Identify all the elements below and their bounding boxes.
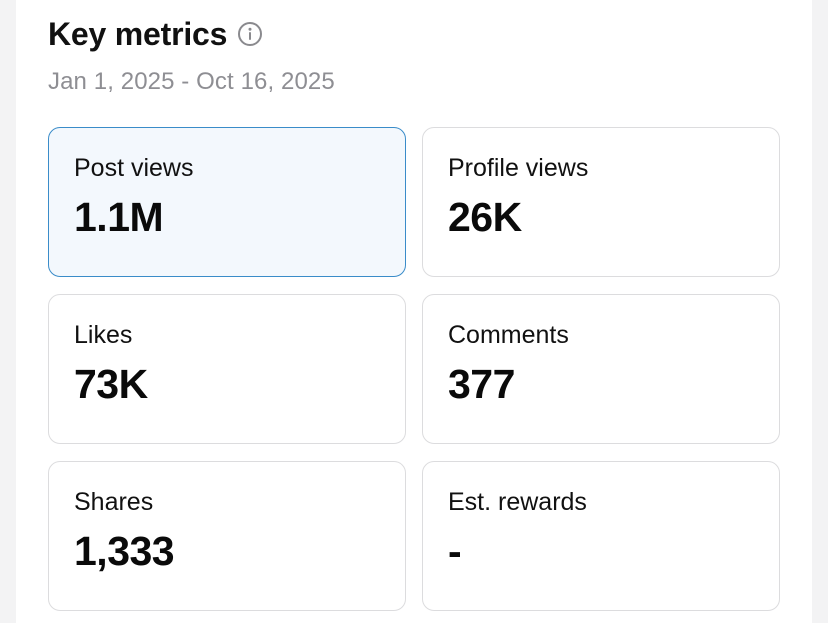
metric-card-profile-views[interactable]: Profile views 26K [422, 127, 780, 277]
metric-value: - [448, 528, 462, 574]
metric-label: Post views [74, 154, 194, 182]
metric-card-post-views[interactable]: Post views 1.1M [48, 127, 406, 277]
metric-label: Est. rewards [448, 488, 587, 516]
info-circle-icon-svg [238, 22, 263, 46]
metric-card-comments[interactable]: Comments 377 [422, 294, 780, 444]
title-row: Key metrics [48, 12, 788, 56]
page-title: Key metrics [48, 15, 228, 52]
metric-value: 73K [74, 361, 148, 407]
metric-label: Comments [448, 321, 569, 349]
metric-value: 377 [448, 361, 515, 407]
date-range: Jan 1, 2025 - Oct 16, 2025 [48, 68, 335, 95]
key-metrics-header: Key metrics Jan 1, 2025 - Oct 16, 2025 [48, 12, 788, 96]
key-metrics-panel: Key metrics Jan 1, 2025 - Oct 16, 2025 P… [16, 0, 812, 623]
metric-label: Shares [74, 488, 154, 516]
metric-value: 1,333 [74, 528, 175, 574]
metric-card-est-rewards[interactable]: Est. rewards - [422, 461, 780, 611]
metric-value: 1.1M [74, 194, 164, 240]
metric-card-likes[interactable]: Likes 73K [48, 294, 406, 444]
metric-label: Profile views [448, 154, 589, 182]
metric-card-shares[interactable]: Shares 1,333 [48, 461, 406, 611]
metric-value: 26K [448, 194, 522, 240]
metric-label: Likes [74, 321, 133, 349]
info-circle-icon[interactable] [237, 21, 263, 47]
metrics-grid: Post views 1.1M Profile views 26K Likes … [48, 127, 780, 611]
